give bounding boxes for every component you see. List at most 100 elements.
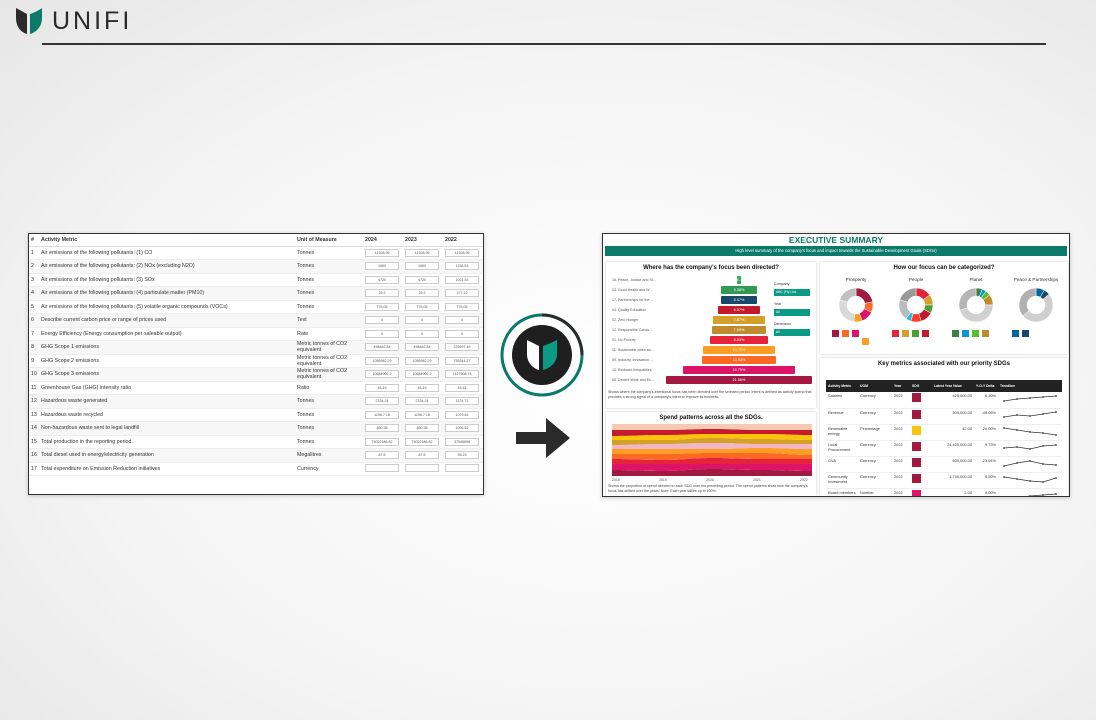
value-input[interactable]: 75022186.82 xyxy=(405,437,439,446)
value-input[interactable]: 498462.54 xyxy=(405,343,439,352)
funnel-bar[interactable]: 21.56% xyxy=(666,376,812,384)
value-input[interactable]: 0 xyxy=(365,329,399,338)
value-input[interactable]: 1021.53 xyxy=(445,275,479,284)
sparkline-point xyxy=(1029,459,1031,462)
funnel-bar[interactable]: 10.71% xyxy=(703,346,775,354)
value-input[interactable]: 755344.27 xyxy=(445,356,479,365)
row-unit: Currency xyxy=(295,462,363,476)
funnel-label: 04. Quality Education xyxy=(612,308,647,312)
value-input[interactable]: 1174.71 xyxy=(445,397,479,406)
value-input[interactable]: 35.23 xyxy=(445,451,479,460)
value-input[interactable]: 1156.7 18 xyxy=(405,410,439,419)
row-number: 13 xyxy=(29,408,39,422)
value-input[interactable]: 1058982.29 xyxy=(365,356,399,365)
filter-label: Year xyxy=(774,302,782,306)
funnel-bar[interactable]: 6.07% xyxy=(718,306,760,314)
row-metric: GHG Scope 3 emissions xyxy=(39,367,295,382)
kt-metric: GVA xyxy=(826,456,858,473)
value-input[interactable]: 2334.24 xyxy=(365,397,399,406)
value-input[interactable]: 37548898 xyxy=(445,437,479,446)
kt-delta: 0.00% xyxy=(974,488,998,496)
value-input[interactable]: 7427508.78 xyxy=(445,370,479,379)
value-input[interactable] xyxy=(445,463,479,472)
value-input[interactable]: 778.05 xyxy=(365,302,399,311)
row-unit: Metric tonnes of CO2 equivalent xyxy=(295,340,363,355)
value-input[interactable]: 0 xyxy=(405,329,439,338)
filter-dropdown[interactable]: All xyxy=(774,309,810,316)
value-input[interactable]: 4720 xyxy=(365,275,399,284)
unifi-circle-logo-icon xyxy=(500,313,584,397)
value-cell: 41528.95 xyxy=(363,246,403,260)
value-cell: 35.23 xyxy=(443,448,483,463)
funnel-bar[interactable]: 8.53% xyxy=(709,336,769,344)
value-input[interactable]: 41528.95 xyxy=(445,248,479,257)
kt-metric: Local Procurement xyxy=(826,440,858,457)
value-input[interactable]: 0 xyxy=(445,316,479,325)
kt-delta: 20.00% xyxy=(974,424,998,441)
value-input[interactable]: 45.19 xyxy=(405,383,439,392)
value-input[interactable]: 778.05 xyxy=(445,302,479,311)
value-input[interactable]: 2334.24 xyxy=(405,397,439,406)
funnel-bar[interactable]: 5.38% xyxy=(720,286,758,294)
kt-metric: Revenue xyxy=(826,408,858,425)
funnel-bar[interactable]: 10.93% xyxy=(702,356,776,364)
value-input[interactable] xyxy=(405,463,439,472)
row-unit: Tonnes xyxy=(295,246,363,260)
kt-header-year: Year xyxy=(892,380,910,392)
value-input[interactable]: 498462.54 xyxy=(365,343,399,352)
value-input[interactable]: 0 xyxy=(445,329,479,338)
funnel-bar[interactable]: 16.75% xyxy=(682,366,796,374)
sdg-goal-icon xyxy=(912,441,921,451)
value-input[interactable]: 25.3 xyxy=(405,289,439,298)
value-input[interactable]: 25.3 xyxy=(365,289,399,298)
value-input[interactable]: 41528.95 xyxy=(365,248,399,257)
kt-year: 2022 xyxy=(892,472,910,489)
value-input[interactable]: 1158.53 xyxy=(445,262,479,271)
row-metric: Total expenditure on Emission Reduction … xyxy=(39,462,295,476)
value-input[interactable]: 75022186.82 xyxy=(365,437,399,446)
table-row: 16 Total diesel used in energy/electricit… xyxy=(29,448,483,463)
value-input[interactable]: 850.98 xyxy=(365,424,399,433)
sparkline-point xyxy=(1055,463,1057,466)
value-input[interactable]: 10684902.2 xyxy=(365,370,399,379)
value-input[interactable]: 4720 xyxy=(405,275,439,284)
categories-heading: How our focus can be categorized? xyxy=(893,265,995,271)
value-input[interactable]: 0 xyxy=(365,316,399,325)
value-input[interactable]: 87.5 xyxy=(365,451,399,460)
value-input[interactable] xyxy=(365,463,399,472)
sparkline-point xyxy=(1003,475,1005,478)
value-input[interactable]: 1560 xyxy=(365,262,399,271)
value-input[interactable]: 45.19 xyxy=(365,383,399,392)
value-input[interactable]: 1095.52 xyxy=(445,424,479,433)
spend-band xyxy=(612,458,812,464)
row-unit: Tonnes xyxy=(295,300,363,314)
value-input[interactable]: 10684902.2 xyxy=(405,370,439,379)
value-cell: 0 xyxy=(443,313,483,328)
value-input[interactable]: 778.05 xyxy=(405,302,439,311)
sparkline-point xyxy=(1003,400,1005,402)
value-input[interactable]: 1058982.29 xyxy=(405,356,439,365)
value-input[interactable]: 1079.62 xyxy=(445,410,479,419)
value-input[interactable]: 850.98 xyxy=(405,424,439,433)
filter-dropdown[interactable]: All xyxy=(774,329,810,336)
funnel-bar[interactable]: 7.67% xyxy=(712,316,766,324)
value-input[interactable]: 87.5 xyxy=(405,451,439,460)
value-input[interactable]: 41528.95 xyxy=(405,248,439,257)
value-input[interactable]: 1156.7 18 xyxy=(365,410,399,419)
funnel-bar[interactable]: 7.99% xyxy=(711,326,767,334)
value-input[interactable]: 45.51 xyxy=(445,383,479,392)
col-header-2022: 2022 xyxy=(443,234,483,247)
value-input[interactable]: 377.22 xyxy=(445,289,479,298)
kt-uom: Currency xyxy=(858,456,892,473)
donut-slice xyxy=(899,287,917,303)
value-input[interactable]: 225697.49 xyxy=(445,343,479,352)
funnel-bar[interactable]: 0.73% xyxy=(736,276,748,284)
sparkline-point xyxy=(1055,443,1057,446)
filter-dropdown[interactable]: ABC (Pty) Ltd xyxy=(774,289,810,296)
value-input[interactable]: 1560 xyxy=(405,262,439,271)
funnel-bar[interactable]: 5.47% xyxy=(720,296,758,304)
value-cell: 850.98 xyxy=(403,421,443,436)
value-input[interactable]: 0 xyxy=(405,316,439,325)
value-cell: 1058982.29 xyxy=(363,354,403,368)
funnel-label: 02. Zero Hunger xyxy=(612,318,639,322)
